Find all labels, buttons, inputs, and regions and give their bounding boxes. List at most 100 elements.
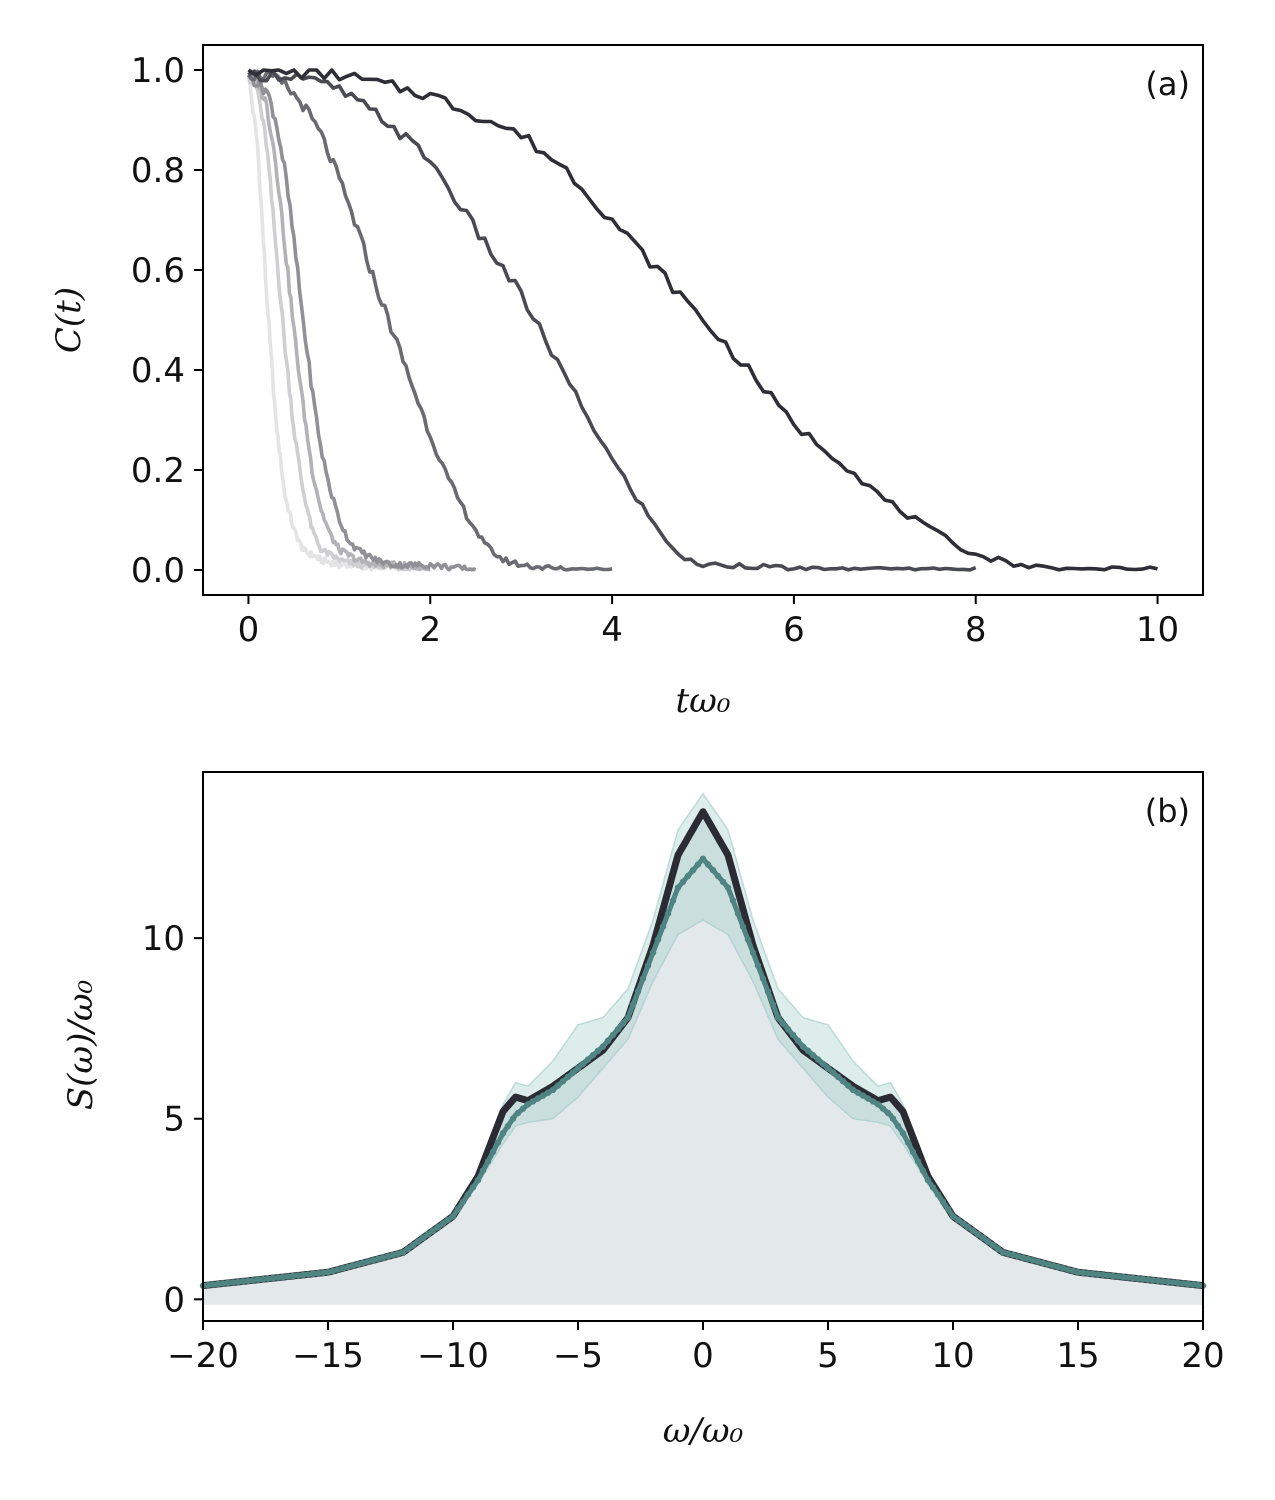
panel-b-teal-marker [1134,1275,1142,1282]
panel-b-teal-marker [1049,1262,1057,1269]
panel-b-teal-marker [334,1266,342,1273]
panel-b-teal-marker [599,1043,607,1050]
panel-b-plot-area [199,792,1207,1305]
panel-b-teal-marker [399,1249,407,1256]
panel-b-y-ticks: 0 5 10 [142,919,203,1320]
panel-a-y-tick-label: 0.8 [131,151,185,191]
panel-b-teal-marker [579,1060,587,1068]
panel-b-teal-marker [714,872,722,880]
panel-b-teal-marker [454,1205,462,1213]
panel-b-teal-marker [1159,1278,1167,1285]
panel-b-teal-marker [514,1109,522,1117]
panel-b-teal-marker [364,1258,372,1265]
panel-b-teal-marker [654,936,662,943]
panel-b-teal-marker [629,1001,637,1008]
panel-a-x-tick-label: 4 [601,610,623,650]
panel-b-teal-marker [1014,1253,1022,1260]
panel-b-teal-marker [934,1191,942,1198]
panel-a-x-ticks: 0 2 4 6 8 10 [238,595,1179,650]
panel-b-teal-marker [359,1259,367,1267]
panel-b-teal-marker [1084,1270,1092,1277]
panel-b-teal-marker [614,1026,622,1033]
panel-b-teal-marker [1094,1271,1102,1278]
panel-b-teal-marker [899,1130,907,1137]
panel-b-teal-marker [1004,1250,1012,1257]
panel-b-teal-marker [409,1242,417,1249]
panel-b-teal-marker [419,1234,427,1242]
panel-b-teal-marker [679,878,687,885]
panel-b-teal-marker [964,1223,972,1231]
panel-b-teal-marker [279,1273,287,1281]
panel-a-plot-area [246,68,1158,572]
panel-b-teal-marker [834,1073,842,1081]
panel-b-teal-marker [989,1242,997,1249]
panel-b-teal-marker [254,1276,262,1283]
panel-b-teal-marker [724,884,732,891]
panel-b-teal-marker [719,878,727,885]
panel-a: 0 2 4 6 8 10 0.0 0.2 0.4 0.6 0.8 1.0 (a) tω₀ C(t) [49,44,1204,721]
panel-b-teal-marker [744,936,752,943]
panel-a-y-tick-label: 0.2 [131,451,185,491]
panel-b-teal-marker [414,1238,422,1245]
panel-b-teal-marker [814,1056,822,1063]
panel-b-teal-marker [509,1115,517,1122]
panel-b-teal-marker [799,1043,807,1050]
panel-a-y-tick-label: 0.0 [131,551,185,591]
panel-b-teal-marker [644,962,652,969]
panel-b-teal-marker [559,1078,567,1085]
panel-b-teal-marker [939,1198,947,1206]
panel-b-teal-marker [804,1047,812,1055]
panel-a-y-tick-label: 0.4 [131,351,185,391]
panel-b-teal-marker [604,1037,612,1044]
panel-b-teal-marker [544,1089,552,1096]
panel-b-teal-marker [684,872,692,880]
panel-b-teal-marker [764,988,772,995]
panel-b-teal-marker [489,1148,497,1156]
panel-b: −20 −15 −10 −5 0 5 10 15 20 0 5 10 (b) ω/ω₀ S(ω)/ω… [61,771,1225,1451]
panel-b-teal-marker [274,1274,282,1281]
panel-b-teal-marker [869,1098,877,1105]
panel-b-teal-marker [669,897,677,904]
panel-b-teal-marker [769,1001,777,1008]
panel-b-teal-marker [849,1086,857,1094]
panel-b-teal-marker [944,1205,952,1213]
panel-b-teal-marker [289,1272,297,1280]
panel-b-teal-marker [549,1086,557,1094]
panel-b-teal-marker [929,1184,937,1191]
panel-b-teal-marker [444,1216,452,1224]
panel-b-x-ticks: −20 −15 −10 −5 0 5 10 15 20 [167,1321,1225,1376]
panel-b-teal-marker [249,1277,257,1284]
panel-b-teal-marker [919,1167,927,1174]
panel-b-teal-marker [1139,1276,1147,1283]
panel-b-x-tick-label: 15 [1056,1336,1099,1376]
panel-b-teal-marker [1154,1277,1162,1285]
panel-b-teal-marker [539,1092,547,1099]
panel-b-teal-marker [214,1280,222,1288]
panel-b-teal-marker [699,855,707,862]
panel-a-series-curve-6 [247,69,977,572]
panel-a-x-tick-label: 8 [965,610,987,650]
panel-b-teal-marker [464,1191,472,1198]
panel-b-teal-marker [339,1265,347,1272]
panel-b-teal-marker [449,1213,457,1220]
panel-b-teal-marker [439,1220,447,1227]
panel-b-teal-marker [1044,1261,1052,1268]
panel-b-teal-marker [994,1245,1002,1253]
panel-b-teal-marker [1119,1273,1127,1281]
panel-a-x-tick-label: 2 [419,610,441,650]
panel-b-teal-marker [729,897,737,904]
panel-b-teal-marker [784,1026,792,1033]
panel-b-x-axis-label: ω/ω₀ [663,1411,744,1451]
panel-b-teal-marker [229,1279,237,1286]
panel-b-teal-marker [394,1250,402,1257]
panel-b-teal-marker [589,1052,597,1059]
panel-b-teal-marker [954,1216,962,1224]
panel-b-teal-marker [794,1037,802,1044]
panel-b-teal-marker [309,1270,317,1278]
panel-a-x-tick-label: 10 [1136,610,1179,650]
panel-b-teal-marker [1029,1257,1037,1264]
panel-b-teal-marker [609,1031,617,1039]
panel-b-teal-marker [244,1277,252,1285]
panel-b-teal-marker [904,1139,912,1146]
panel-a-y-ticks: 0.0 0.2 0.4 0.6 0.8 1.0 [131,51,203,591]
